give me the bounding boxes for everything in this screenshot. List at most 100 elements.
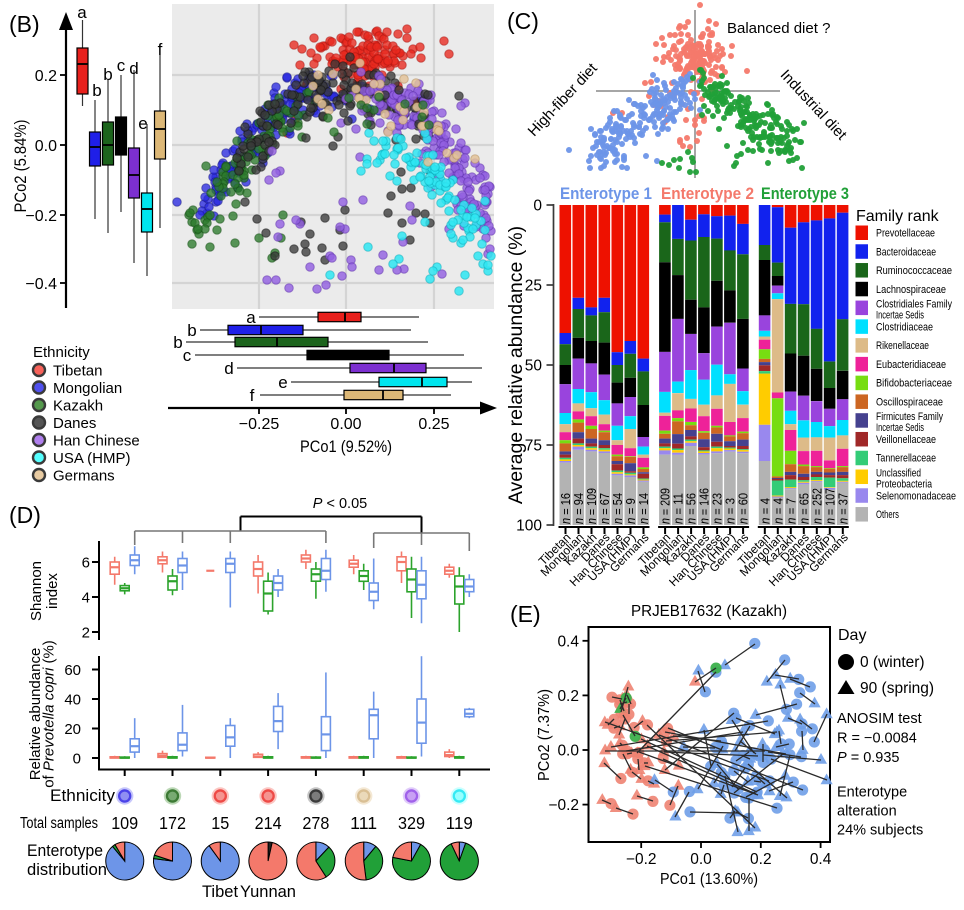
svg-text:P < 0.05: P < 0.05 bbox=[313, 496, 367, 512]
svg-text:Tibet: Tibet bbox=[202, 883, 238, 901]
svg-text:a: a bbox=[77, 3, 87, 22]
svg-text:Enterotype: Enterotype bbox=[837, 785, 907, 801]
svg-text:0.4: 0.4 bbox=[810, 851, 832, 868]
svg-text:Yunnan: Yunnan bbox=[240, 883, 296, 901]
svg-text:0: 0 bbox=[533, 198, 542, 215]
svg-text:Ethnicity: Ethnicity bbox=[33, 344, 90, 361]
svg-text:15: 15 bbox=[211, 813, 229, 833]
svg-text:100: 100 bbox=[516, 518, 542, 535]
svg-text:6: 6 bbox=[82, 555, 90, 572]
svg-text:(B): (B) bbox=[9, 11, 40, 37]
svg-text:111: 111 bbox=[350, 813, 377, 833]
svg-text:ANOSIM test: ANOSIM test bbox=[837, 711, 922, 727]
svg-text:Kazakh: Kazakh bbox=[53, 398, 103, 415]
svg-text:n = 23: n = 23 bbox=[711, 493, 725, 524]
svg-text:Rikenellaceae: Rikenellaceae bbox=[876, 340, 929, 352]
svg-text:214: 214 bbox=[255, 813, 282, 833]
svg-text:20: 20 bbox=[64, 721, 81, 738]
svg-text:0.0: 0.0 bbox=[690, 851, 712, 868]
svg-text:index: index bbox=[44, 573, 61, 609]
svg-text:distribution: distribution bbox=[27, 861, 107, 879]
svg-text:90 (spring): 90 (spring) bbox=[860, 680, 934, 697]
svg-text:Ruminococcaceae: Ruminococcaceae bbox=[876, 265, 952, 277]
svg-text:n = 4: n = 4 bbox=[771, 498, 785, 524]
svg-text:Lachnospiraceae: Lachnospiraceae bbox=[876, 284, 946, 296]
svg-text:b: b bbox=[103, 65, 112, 84]
svg-text:n = 60: n = 60 bbox=[737, 493, 751, 524]
svg-text:2: 2 bbox=[82, 625, 90, 642]
svg-text:c: c bbox=[117, 56, 126, 75]
svg-text:n = 11: n = 11 bbox=[672, 493, 686, 524]
svg-text:Enterotype: Enterotype bbox=[27, 842, 103, 860]
svg-text:PRJEB17632 (Kazakh): PRJEB17632 (Kazakh) bbox=[631, 603, 787, 620]
svg-text:Ethnicity: Ethnicity bbox=[50, 786, 116, 805]
svg-text:Day: Day bbox=[838, 627, 866, 644]
svg-text:e: e bbox=[138, 114, 147, 133]
svg-text:Mongolian: Mongolian bbox=[53, 380, 122, 397]
svg-text:d: d bbox=[224, 359, 233, 378]
svg-text:−0.2: −0.2 bbox=[548, 797, 579, 814]
svg-text:Proteobacteria: Proteobacteria bbox=[876, 479, 933, 491]
svg-text:b: b bbox=[92, 81, 101, 100]
svg-text:Enterotype 2: Enterotype 2 bbox=[661, 184, 754, 203]
svg-text:n = 67: n = 67 bbox=[598, 493, 612, 524]
svg-text:PCo1 (13.60%): PCo1 (13.60%) bbox=[660, 871, 758, 888]
svg-text:−0.4: −0.4 bbox=[25, 276, 57, 293]
svg-text:0.4: 0.4 bbox=[557, 633, 579, 650]
svg-text:−0.25: −0.25 bbox=[239, 416, 280, 433]
svg-text:n = 109: n = 109 bbox=[585, 488, 599, 524]
svg-text:0.2: 0.2 bbox=[557, 688, 579, 705]
svg-text:−0.2: −0.2 bbox=[25, 208, 57, 225]
svg-text:0 (winter): 0 (winter) bbox=[860, 654, 925, 671]
svg-text:f: f bbox=[250, 386, 255, 405]
svg-text:d: d bbox=[129, 59, 138, 78]
svg-text:50: 50 bbox=[525, 358, 543, 375]
svg-text:(E): (E) bbox=[510, 601, 541, 627]
svg-text:a: a bbox=[246, 308, 256, 327]
svg-text:0.2: 0.2 bbox=[35, 68, 57, 85]
svg-text:Bifidobacteriaceae: Bifidobacteriaceae bbox=[876, 378, 952, 390]
svg-text:4: 4 bbox=[82, 590, 90, 607]
svg-text:Total samples: Total samples bbox=[20, 815, 98, 832]
svg-text:Veillonellaceae: Veillonellaceae bbox=[876, 434, 936, 446]
svg-text:75: 75 bbox=[525, 438, 542, 455]
svg-text:R = −0.0084: R = −0.0084 bbox=[837, 731, 917, 747]
svg-text:Selenomonadaceae: Selenomonadaceae bbox=[876, 490, 956, 502]
svg-text:119: 119 bbox=[446, 813, 473, 833]
svg-text:e: e bbox=[278, 373, 287, 392]
svg-text:Incertae Sedis: Incertae Sedis bbox=[876, 422, 924, 434]
svg-text:Tibetan: Tibetan bbox=[53, 363, 102, 380]
svg-text:n = 252: n = 252 bbox=[810, 488, 824, 524]
svg-text:n = 14: n = 14 bbox=[637, 493, 651, 524]
svg-text:0.2: 0.2 bbox=[750, 851, 772, 868]
svg-text:(C): (C) bbox=[507, 8, 539, 34]
svg-text:Others: Others bbox=[876, 509, 899, 521]
svg-text:Bacteroidaceae: Bacteroidaceae bbox=[876, 246, 936, 258]
svg-text:n = 3: n = 3 bbox=[724, 498, 738, 524]
svg-text:PCo1 (9.52%): PCo1 (9.52%) bbox=[300, 437, 392, 456]
svg-text:Prevotellaceae: Prevotellaceae bbox=[876, 228, 935, 240]
svg-text:n = 65: n = 65 bbox=[797, 493, 811, 524]
svg-text:b: b bbox=[187, 321, 196, 340]
svg-text:of Prevotella copri (%): of Prevotella copri (%) bbox=[41, 640, 58, 788]
svg-text:329: 329 bbox=[398, 813, 425, 833]
svg-text:n = 16: n = 16 bbox=[559, 493, 573, 524]
svg-text:278: 278 bbox=[302, 813, 329, 833]
svg-text:24% subjects: 24% subjects bbox=[837, 823, 923, 839]
svg-text:Danes: Danes bbox=[53, 415, 96, 432]
svg-text:n = 7: n = 7 bbox=[784, 498, 798, 524]
svg-text:0: 0 bbox=[73, 751, 81, 768]
svg-text:Firmicutes Family: Firmicutes Family bbox=[876, 411, 943, 423]
svg-text:PCo2 (5.84%): PCo2 (5.84%) bbox=[11, 120, 30, 213]
svg-text:n = 146: n = 146 bbox=[698, 488, 712, 524]
svg-text:n = 107: n = 107 bbox=[823, 488, 837, 524]
svg-text:Oscillospiraceae: Oscillospiraceae bbox=[876, 396, 943, 408]
svg-text:Family rank: Family rank bbox=[856, 208, 940, 225]
svg-text:Enterotype 1: Enterotype 1 bbox=[560, 184, 652, 203]
svg-text:Germans: Germans bbox=[53, 468, 115, 485]
svg-text:P = 0.935: P = 0.935 bbox=[837, 750, 899, 766]
svg-text:f: f bbox=[158, 40, 163, 59]
svg-text:Unclassified: Unclassified bbox=[876, 468, 921, 480]
svg-text:n = 37: n = 37 bbox=[836, 493, 850, 524]
svg-text:0.0: 0.0 bbox=[35, 138, 57, 155]
